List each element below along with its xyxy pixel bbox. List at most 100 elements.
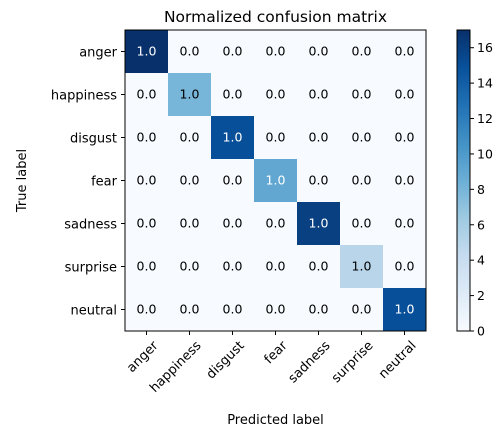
- heatmap-cell: [383, 159, 427, 203]
- cell-value-label: 0.0: [309, 259, 329, 274]
- y-tick-label: sadness: [64, 218, 117, 233]
- heatmap-cell: [168, 202, 212, 246]
- heatmap-cell: [125, 159, 169, 203]
- heatmap-cell: [125, 30, 169, 74]
- cell-value-label: 0.0: [137, 173, 157, 188]
- heatmap-cell: [254, 116, 298, 160]
- heatmap-cell: [211, 288, 255, 332]
- cell-value-label: 0.0: [395, 44, 415, 59]
- cell-value-labels: 1.0 0.0 0.0 0.0 0.0 0.0 0.0 0.0 1.0 0.0 0.0 0.0 0.0 0…: [137, 44, 415, 317]
- cell-value-label: 0.0: [137, 216, 157, 231]
- cell-value-label: 0.0: [180, 216, 200, 231]
- heatmap-cell: [168, 159, 212, 203]
- heatmap-cell: [168, 30, 212, 74]
- heatmap-cell: [168, 245, 212, 289]
- cell-value-label: 0.0: [137, 87, 157, 102]
- heatmap-cell: [254, 245, 298, 289]
- cell-value-label: 0.0: [223, 216, 243, 231]
- heatmap-cell: [383, 30, 427, 74]
- heatmap-cell: [297, 202, 341, 246]
- cell-value-label: 0.0: [180, 302, 200, 317]
- heatmap-cell: [254, 159, 298, 203]
- heatmap-cell: [125, 116, 169, 160]
- heatmap-cell: [254, 288, 298, 332]
- cell-value-label: 0.0: [309, 173, 329, 188]
- heatmap-cell: [383, 288, 427, 332]
- cell-value-label: 0.0: [223, 259, 243, 274]
- cell-value-label: 0.0: [180, 44, 200, 59]
- cell-value-label: 0.0: [266, 44, 286, 59]
- cell-value-label: 0.0: [395, 259, 415, 274]
- y-tick-label: surprise: [65, 261, 117, 276]
- y-tick-label: fear: [91, 175, 118, 190]
- cell-value-label: 0.0: [352, 216, 372, 231]
- x-tick-label: fear: [262, 338, 291, 367]
- cell-value-label: 0.0: [223, 87, 243, 102]
- colorbar: [456, 29, 471, 332]
- colorbar-tick-label: 8: [477, 182, 485, 197]
- heatmap-cell: [211, 245, 255, 289]
- cell-value-label: 1.0: [395, 302, 415, 317]
- heatmap-cell: [383, 73, 427, 117]
- heatmap-cell: [297, 73, 341, 117]
- heatmap-cell: [168, 116, 212, 160]
- cell-value-label: 0.0: [352, 87, 372, 102]
- heatmap-cell: [254, 73, 298, 117]
- colorbar-tick-label: 12: [477, 111, 493, 126]
- cell-value-label: 0.0: [137, 259, 157, 274]
- heatmap-cell: [340, 245, 384, 289]
- heatmap-cell: [340, 30, 384, 74]
- heatmap-cell: [168, 73, 212, 117]
- cell-value-label: 0.0: [309, 130, 329, 145]
- heatmap-cell: [254, 30, 298, 74]
- heatmap-cell: [340, 288, 384, 332]
- cell-value-label: 0.0: [309, 87, 329, 102]
- cell-value-label: 0.0: [223, 44, 243, 59]
- heatmap-cell: [383, 202, 427, 246]
- cell-value-label: 0.0: [266, 87, 286, 102]
- y-tick-label: happiness: [51, 89, 117, 104]
- cell-value-label: 0.0: [395, 216, 415, 231]
- x-axis-label: Predicted label: [227, 413, 324, 428]
- cell-value-label: 0.0: [266, 130, 286, 145]
- cell-value-label: 0.0: [266, 216, 286, 231]
- cell-value-label: 0.0: [223, 302, 243, 317]
- colorbar-tick-label: 2: [477, 288, 485, 303]
- cell-value-label: 0.0: [309, 302, 329, 317]
- x-tick-label: neutral: [376, 338, 419, 381]
- heatmap-cell: [383, 116, 427, 160]
- heatmap-cell: [340, 116, 384, 160]
- cell-value-label: 0.0: [352, 173, 372, 188]
- cell-value-label: 0.0: [180, 173, 200, 188]
- cell-value-label: 1.0: [266, 173, 286, 188]
- colorbar-tick-label: 4: [477, 253, 485, 268]
- heatmap-cell: [340, 73, 384, 117]
- cell-value-label: 0.0: [180, 259, 200, 274]
- cell-value-label: 0.0: [395, 130, 415, 145]
- cell-value-label: 0.0: [395, 87, 415, 102]
- heatmap-cell: [297, 30, 341, 74]
- y-tick-label: disgust: [70, 132, 117, 147]
- cell-value-label: 1.0: [309, 216, 329, 231]
- cell-value-label: 0.0: [137, 302, 157, 317]
- heatmap-cell: [125, 245, 169, 289]
- heatmap-cell: [297, 288, 341, 332]
- heatmap-cell: [297, 245, 341, 289]
- cell-value-label: 1.0: [137, 44, 157, 59]
- colorbar-ticks: 0 2 4 6 8 10 12 14 16: [470, 40, 493, 339]
- x-tick-label: anger: [124, 338, 162, 376]
- cell-value-label: 0.0: [137, 130, 157, 145]
- cell-value-label: 0.0: [180, 130, 200, 145]
- heatmap-cell: [211, 159, 255, 203]
- cell-value-label: 0.0: [309, 44, 329, 59]
- colorbar-tick-label: 10: [477, 146, 493, 161]
- heatmap-cell: [254, 202, 298, 246]
- cell-value-label: 0.0: [395, 173, 415, 188]
- chart-title: Normalized confusion matrix: [164, 8, 387, 26]
- y-axis-ticks: anger happiness disgust fear sadness surprise…: [51, 46, 125, 319]
- colorbar-tick-label: 14: [477, 76, 493, 91]
- y-tick-label: anger: [79, 46, 117, 61]
- heatmap-cell: [168, 288, 212, 332]
- cell-value-label: 1.0: [352, 259, 372, 274]
